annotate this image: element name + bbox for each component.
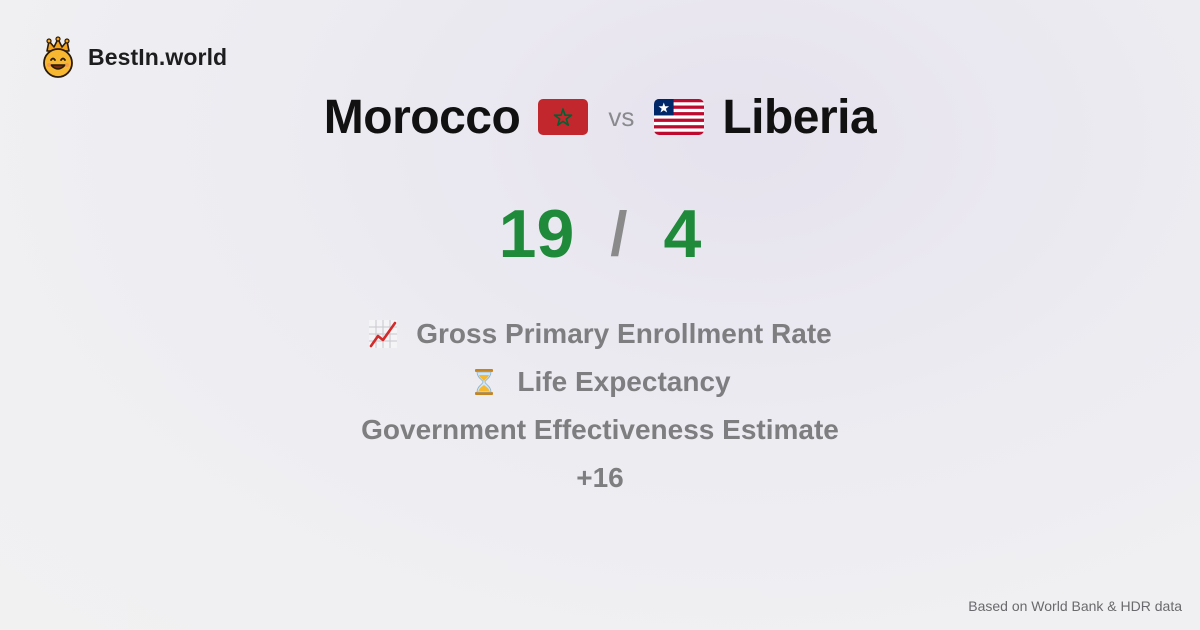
vs-label: vs — [608, 101, 635, 132]
score-separator: / — [610, 199, 628, 269]
metric-item[interactable]: Life Expectancy — [469, 358, 731, 406]
hourglass-icon — [475, 369, 494, 395]
left-score: 19 — [498, 196, 575, 272]
right-score: 4 — [663, 196, 702, 272]
metrics-list: Gross Primary Enrollment Rate Life Expec… — [0, 310, 1200, 502]
liberia-flag-icon — [654, 99, 705, 135]
comparison-title: Morocco vs Liberia — [0, 86, 1200, 148]
brand-name: BestIn.world — [88, 43, 228, 70]
metric-item[interactable]: Government Effectiveness Estimate — [361, 406, 839, 454]
crowned-smiley-icon — [43, 36, 73, 78]
metric-label: Gross Primary Enrollment Rate — [416, 318, 832, 349]
more-metrics-count[interactable]: +16 — [576, 462, 624, 493]
left-country-name[interactable]: Morocco — [323, 90, 521, 144]
data-source-note: Based on World Bank & HDR data — [968, 598, 1182, 614]
metric-label: Government Effectiveness Estimate — [361, 414, 839, 445]
chart-increasing-icon — [369, 320, 398, 348]
metric-item[interactable]: Gross Primary Enrollment Rate — [368, 310, 832, 358]
morocco-flag-icon — [538, 99, 589, 135]
brand-header[interactable]: BestIn.world — [38, 36, 227, 78]
score-display: 19 / 4 — [0, 192, 1200, 276]
metric-label: Life Expectancy — [517, 366, 731, 397]
right-country-name[interactable]: Liberia — [722, 90, 877, 144]
